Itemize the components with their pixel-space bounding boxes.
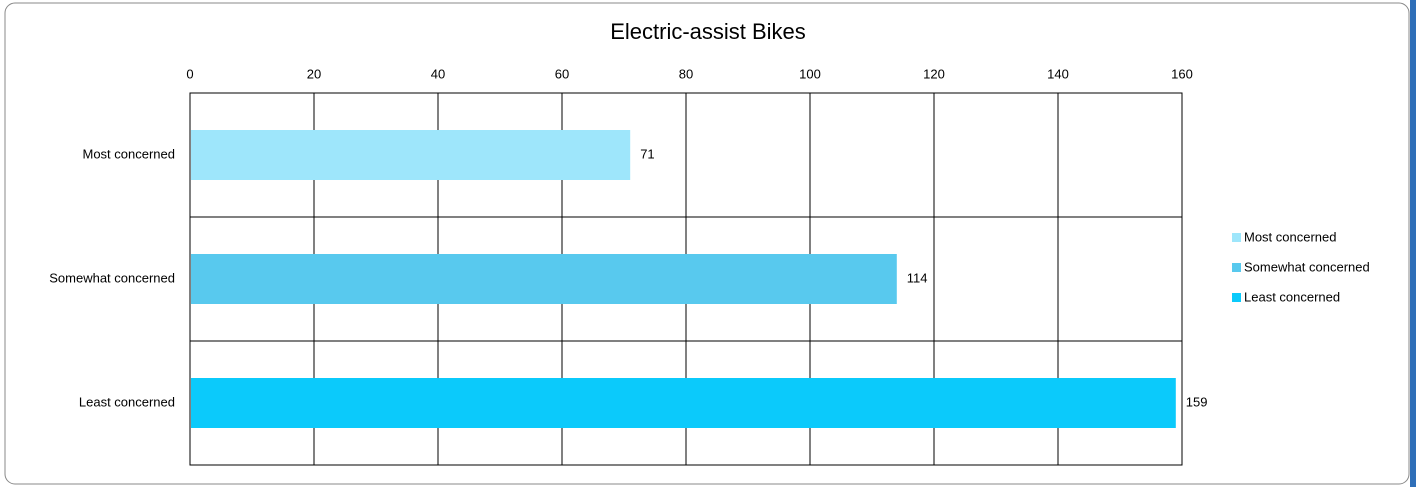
legend-label: Somewhat concerned xyxy=(1244,259,1370,274)
data-label: 114 xyxy=(907,270,928,285)
bar xyxy=(191,254,897,304)
data-label: 159 xyxy=(1186,394,1208,409)
y-tick-label: Somewhat concerned xyxy=(49,270,175,285)
x-tick-label: 40 xyxy=(431,66,445,81)
x-tick-label: 120 xyxy=(923,66,945,81)
x-tick-label: 140 xyxy=(1047,66,1069,81)
x-tick-label: 100 xyxy=(799,66,821,81)
legend-label: Least concerned xyxy=(1244,289,1340,304)
bar xyxy=(191,378,1176,428)
x-tick-label: 160 xyxy=(1171,66,1193,81)
legend-swatch xyxy=(1232,263,1241,272)
y-tick-label: Least concerned xyxy=(79,394,175,409)
x-tick-label: 0 xyxy=(186,66,193,81)
data-label: 71 xyxy=(640,146,654,161)
legend-swatch xyxy=(1232,293,1241,302)
x-tick-label: 80 xyxy=(679,66,693,81)
chart-title: Electric-assist Bikes xyxy=(610,19,806,44)
bar xyxy=(191,130,631,180)
x-tick-label: 20 xyxy=(307,66,321,81)
legend-label: Most concerned xyxy=(1244,229,1337,244)
x-tick-label: 60 xyxy=(555,66,569,81)
window-edge xyxy=(1410,0,1416,487)
legend-swatch xyxy=(1232,233,1241,242)
y-tick-label: Most concerned xyxy=(83,146,176,161)
